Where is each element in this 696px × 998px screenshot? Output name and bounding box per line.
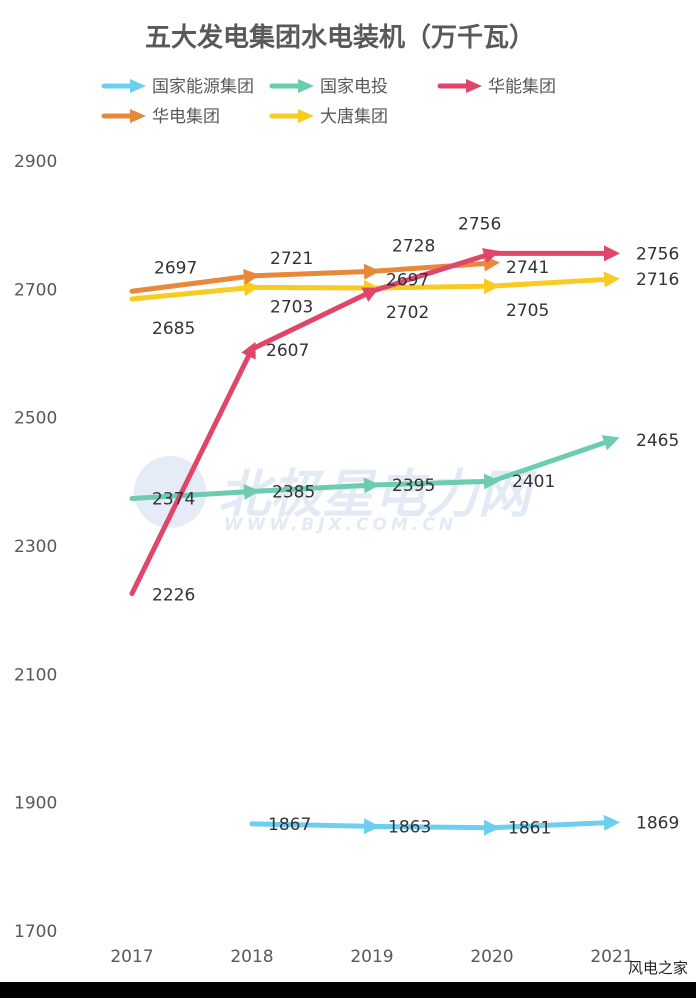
x-tick-label: 2019 (350, 947, 393, 967)
x-tick-label: 2021 (590, 947, 633, 967)
data-label: 2607 (266, 341, 309, 361)
data-label: 1867 (268, 815, 311, 835)
series-segment (249, 280, 380, 297)
data-label: 2728 (392, 236, 435, 256)
y-tick-label: 2900 (14, 152, 57, 172)
data-label: 1869 (636, 814, 679, 834)
data-label: 2756 (458, 214, 501, 234)
series-segment (369, 248, 500, 294)
data-label: 2741 (506, 258, 549, 278)
legend-label: 华电集团 (152, 107, 220, 127)
legend-label: 国家能源集团 (152, 77, 254, 97)
chart-title: 五大发电集团水电装机（万千瓦） (145, 22, 535, 53)
data-label: 1861 (508, 819, 551, 839)
watermark-sub-text: WWW.BJX.COM.CN (224, 515, 457, 535)
series-segment (369, 255, 500, 274)
series-segment (249, 477, 380, 494)
data-label: 2465 (636, 431, 679, 451)
data-label: 2703 (270, 297, 313, 317)
legend-label: 大唐集团 (320, 106, 388, 127)
legend-arrow-icon (298, 79, 314, 93)
series-segment (129, 280, 260, 302)
legend-item[interactable]: 国家能源集团 (101, 77, 254, 97)
source-label: 风电之家 (627, 959, 688, 977)
y-tick-label: 1700 (14, 922, 57, 942)
series-segment (369, 473, 500, 490)
series-3 (129, 255, 500, 294)
data-label: 2697 (386, 270, 429, 290)
data-label: 2374 (152, 490, 195, 510)
data-labels: 1867 1863 1861 1869 2374 2385 2395 2401 2465 2226… (152, 214, 679, 838)
series-0 (249, 814, 620, 836)
y-tick-label: 2700 (14, 280, 57, 300)
data-label: 2697 (154, 258, 197, 278)
series-segment (129, 341, 256, 596)
series-segment (489, 435, 620, 484)
series-segment (489, 814, 620, 831)
data-label: 2395 (392, 476, 435, 496)
x-axis: 2017 2018 2019 2020 2021 (110, 947, 633, 967)
y-tick-label: 2300 (14, 537, 57, 557)
series-segment (249, 263, 380, 280)
series-segment (369, 278, 500, 295)
data-label: 2705 (506, 301, 549, 321)
data-label: 2756 (636, 244, 679, 264)
x-tick-label: 2020 (470, 947, 513, 967)
x-tick-label: 2017 (110, 947, 153, 967)
legend-item[interactable]: 大唐集团 (269, 106, 388, 127)
data-label: 2401 (512, 472, 555, 492)
data-label: 2716 (636, 270, 679, 290)
data-label: 2385 (272, 482, 315, 502)
series-segment (249, 818, 380, 835)
legend-label: 华能集团 (488, 77, 556, 97)
data-label: 2226 (152, 585, 195, 605)
legend-arrow-icon (298, 109, 314, 123)
legend-arrow-icon (130, 79, 146, 93)
y-axis: 2900 2700 2500 2300 2100 1900 1700 (14, 152, 57, 942)
y-tick-label: 2100 (14, 665, 57, 685)
data-label: 1863 (388, 817, 431, 837)
x-tick-label: 2018 (230, 947, 273, 967)
series-2 (129, 245, 621, 596)
series-segment (129, 483, 260, 502)
y-tick-label: 2500 (14, 409, 57, 429)
bottom-bar (0, 982, 696, 998)
series-4 (129, 271, 620, 302)
series-segment (249, 287, 380, 352)
series-layer (129, 245, 621, 836)
legend-item[interactable]: 华能集团 (437, 77, 556, 97)
data-label: 2685 (152, 319, 195, 339)
legend-label: 国家电投 (320, 77, 388, 97)
series-1 (129, 435, 620, 502)
legend-arrow-icon (130, 109, 146, 123)
y-tick-label: 1900 (14, 794, 57, 814)
legend-item[interactable]: 国家电投 (269, 77, 388, 97)
data-label: 2721 (270, 249, 313, 269)
data-label: 2702 (386, 303, 429, 323)
legend-arrow-icon (466, 79, 482, 93)
series-segment (129, 268, 260, 294)
series-segment (489, 271, 620, 289)
legend-item[interactable]: 华电集团 (101, 107, 220, 127)
series-segment (369, 819, 500, 836)
